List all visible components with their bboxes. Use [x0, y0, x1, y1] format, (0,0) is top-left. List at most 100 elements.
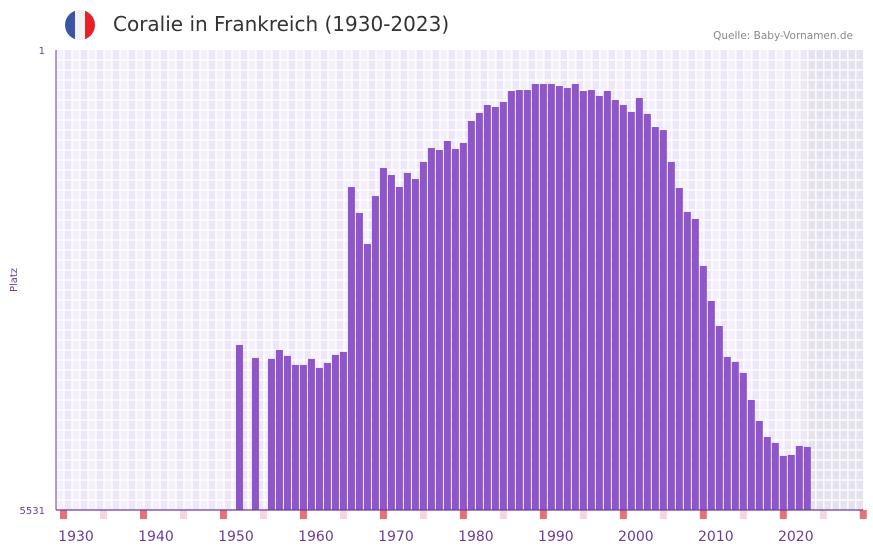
france-flag-icon [65, 10, 95, 40]
bar-2004 [659, 130, 667, 510]
bar-1981 [475, 112, 483, 510]
bar-1953 [251, 357, 259, 510]
bar-1983 [491, 106, 499, 511]
decade-marker [699, 510, 707, 519]
bar-1970 [387, 175, 395, 511]
bar-1978 [451, 148, 459, 510]
bar-2000 [627, 111, 635, 510]
bar-1990 [547, 84, 555, 510]
bar-2011 [715, 326, 723, 510]
bar-2009 [699, 265, 707, 510]
bar-1986 [515, 90, 523, 510]
bar-1996 [595, 96, 603, 510]
bar-1999 [619, 104, 627, 510]
flag-blue [65, 10, 75, 40]
half-decade-marker [419, 510, 427, 519]
bar-1976 [435, 149, 443, 510]
decade-marker [379, 510, 387, 519]
decade-marker [539, 510, 547, 519]
x-tick-2000: 2000 [618, 529, 654, 545]
bar-1951 [235, 344, 243, 510]
x-tick-1980: 1980 [458, 529, 494, 545]
flag-red [85, 10, 95, 40]
half-decade-marker [499, 510, 507, 519]
bar-1979 [459, 142, 467, 511]
bar-1973 [411, 179, 419, 510]
x-tick-1930: 1930 [58, 529, 94, 545]
decade-marker [59, 510, 67, 519]
bar-1964 [339, 351, 347, 510]
x-tick-1960: 1960 [298, 529, 334, 545]
bar-2002 [643, 113, 651, 510]
bar-2007 [683, 211, 691, 510]
flag-white [75, 10, 85, 40]
decade-marker [299, 510, 307, 519]
bar-1962 [323, 362, 331, 510]
x-ticks: 1930 1940 1950 1960 1970 1980 1990 2000 2010 2020 [58, 529, 813, 545]
bar-1958 [291, 364, 299, 510]
y-tick-bottom: 5531 [20, 506, 45, 517]
x-tick-2020: 2020 [778, 529, 814, 545]
bar-1968 [371, 195, 379, 510]
bar-1987 [523, 90, 531, 510]
bar-1960 [307, 358, 315, 510]
decade-marker [619, 510, 627, 519]
bar-2014 [739, 372, 747, 510]
bar-1966 [355, 212, 363, 511]
page-title: Coralie in Frankreich (1930-2023) [113, 12, 450, 36]
bar-2003 [651, 127, 659, 510]
bar-2016 [755, 420, 763, 510]
bar-1982 [483, 104, 491, 510]
x-tick-1950: 1950 [218, 529, 254, 545]
bar-2017 [763, 436, 771, 510]
axes [55, 50, 863, 511]
half-decade-marker [259, 510, 267, 519]
source-credit: Quelle: Baby-Vornamen.de [713, 30, 853, 42]
bar-1997 [603, 91, 611, 511]
decade-marker [779, 510, 787, 519]
bar-2022 [803, 446, 811, 510]
bar-1963 [331, 354, 339, 510]
half-decade-marker [819, 510, 827, 519]
bar-2008 [691, 218, 699, 510]
bar-1975 [427, 147, 435, 511]
decade-marker [459, 510, 467, 519]
bar-1995 [587, 90, 595, 510]
bar-2013 [731, 361, 739, 510]
x-tick-1940: 1940 [138, 529, 174, 545]
bar-2010 [707, 300, 715, 510]
bar-1988 [531, 84, 539, 510]
bar-1965 [347, 187, 355, 510]
bar-2019 [779, 455, 787, 510]
bar-1998 [611, 99, 619, 510]
bar-2021 [795, 445, 803, 510]
bar-1956 [275, 349, 283, 510]
bar-1972 [403, 172, 411, 510]
bar-1959 [299, 364, 307, 510]
bar-1992 [563, 88, 571, 510]
bar-1993 [571, 84, 579, 510]
bars [235, 84, 811, 511]
bar-1985 [507, 91, 515, 511]
bar-1994 [579, 91, 587, 511]
y-axis-label: Platz [9, 268, 20, 292]
bar-2018 [771, 442, 779, 510]
bar-2005 [667, 161, 675, 510]
bar-1984 [499, 101, 507, 511]
decade-marker [139, 510, 147, 519]
bar-1967 [363, 243, 371, 510]
y-tick-top: 1 [39, 46, 45, 57]
bar-2020 [787, 454, 795, 510]
half-decade-marker [739, 510, 747, 519]
half-decade-marker [579, 510, 587, 519]
half-decade-marker [99, 510, 107, 519]
decade-marker [219, 510, 227, 519]
bar-1969 [379, 167, 387, 510]
decade-markers [59, 510, 867, 519]
x-tick-1970: 1970 [378, 529, 414, 545]
bar-2015 [747, 399, 755, 510]
half-decade-marker [659, 510, 667, 519]
bar-1974 [419, 161, 427, 510]
bar-1977 [443, 141, 451, 510]
